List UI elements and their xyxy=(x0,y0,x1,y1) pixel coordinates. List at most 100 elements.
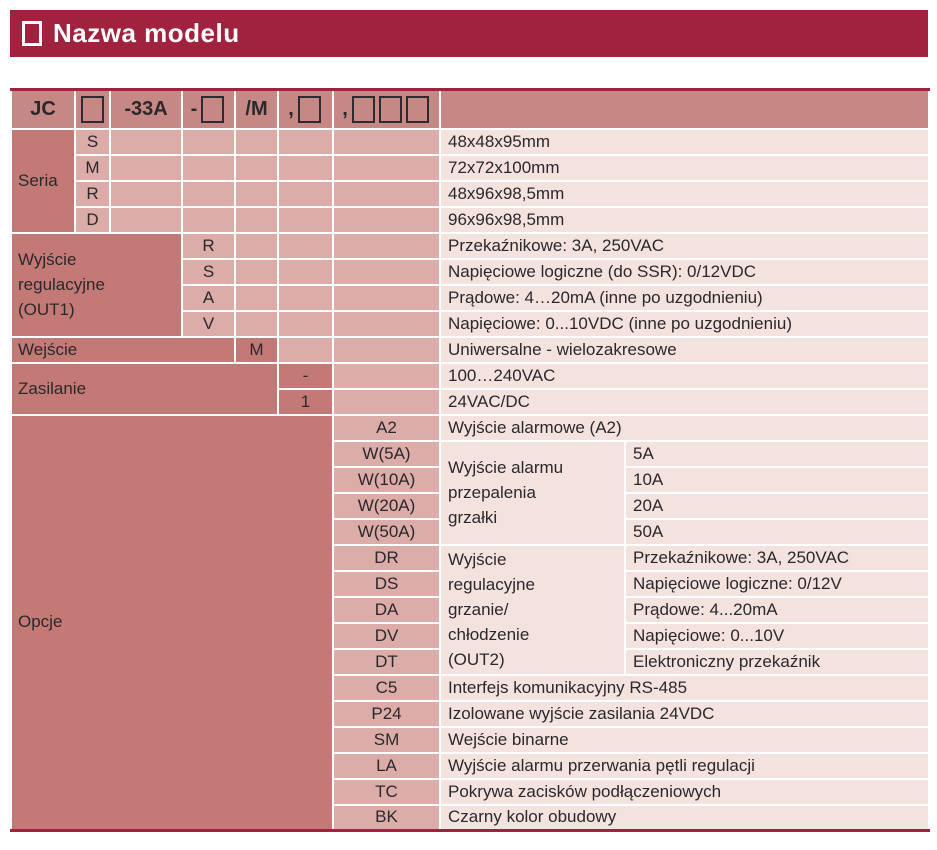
placeholder-box-icon xyxy=(81,95,104,123)
table-row: DV Napięciowe: 0...10V xyxy=(11,621,930,650)
desc-cell: Wejście binarne xyxy=(439,725,930,754)
desc-cell: 96x96x98,5mm xyxy=(439,205,930,234)
d-group-label: Wyjście regulacyjne grzanie/ chłodzenie … xyxy=(439,543,626,676)
empty-cell xyxy=(109,127,183,156)
desc-cell: Napięciowe: 0...10VDC (inne po uzgodnien… xyxy=(439,309,930,338)
label-line: (OUT1) xyxy=(18,300,75,319)
empty-cell xyxy=(332,127,441,156)
opcje-label: Opcje xyxy=(10,413,334,832)
code-cell: DR xyxy=(332,543,441,572)
code-cell: S xyxy=(74,127,111,156)
out1-label: Wyjście regulacyjne (OUT1) xyxy=(10,231,183,338)
desc-cell: Wyjście alarmowe (A2) xyxy=(439,413,930,442)
empty-cell xyxy=(332,309,441,338)
code-cell: 1 xyxy=(277,387,334,416)
code-cell: DS xyxy=(332,569,441,598)
table-row: LA Wyjście alarmu przerwania pętli regul… xyxy=(11,751,930,780)
code-cell: C5 xyxy=(332,673,441,702)
code-cell: S xyxy=(181,257,236,286)
code-cell: SM xyxy=(332,725,441,754)
table-row: S Napięciowe logiczne (do SSR): 0/12VDC xyxy=(11,257,930,286)
desc-cell: 100…240VAC xyxy=(439,361,930,390)
desc-cell: Przekaźnikowe: 3A, 250VAC xyxy=(439,231,930,260)
table-row: W(5A) Wyjście alarmu przepalenia grzałki… xyxy=(11,439,930,546)
table-row: C5 Interfejs komunikacyjny RS-485 xyxy=(11,673,930,702)
label-line: chłodzenie xyxy=(448,625,530,644)
code-cell: BK xyxy=(332,803,441,832)
desc-cell: Prądowe: 4...20mA xyxy=(624,595,930,624)
placeholder-box-icon xyxy=(201,95,225,123)
desc-cell: 48x96x98,5mm xyxy=(439,179,930,208)
code-cell: W(10A) xyxy=(332,465,441,494)
empty-cell xyxy=(109,179,183,208)
table-row: M 72x72x100mm xyxy=(11,153,930,182)
desc-cell: Czarny kolor obudowy xyxy=(439,803,930,832)
empty-cell xyxy=(109,205,183,234)
table-row: V Napięciowe: 0...10VDC (inne po uzgodni… xyxy=(11,309,930,338)
catalog-page: Nazwa modelu JC -33A - /M , , Seria S 48… xyxy=(10,10,930,832)
square-outline-icon xyxy=(22,21,42,46)
code-cell: P24 xyxy=(332,699,441,728)
table-row: Wejście M Uniwersalne - wielozakresowe xyxy=(10,335,930,364)
label-line: Wyjście xyxy=(448,550,507,569)
table-row: D 96x96x98,5mm xyxy=(11,205,930,234)
placeholder-box-icon xyxy=(351,95,375,123)
w-group-label: Wyjście alarmu przepalenia grzałki xyxy=(439,439,626,546)
empty-cell xyxy=(332,257,441,286)
desc-cell: 20A xyxy=(624,491,930,520)
empty-cell xyxy=(181,153,236,182)
dash-separator: - xyxy=(190,97,198,120)
table-row: Seria S 48x48x95mm xyxy=(10,127,930,234)
desc-cell: Przekaźnikowe: 3A, 250VAC xyxy=(624,543,930,572)
code-cell: V xyxy=(181,309,236,338)
desc-cell: 48x48x95mm xyxy=(439,127,930,156)
placeholder-box-icon xyxy=(405,95,429,123)
empty-cell xyxy=(332,387,441,416)
empty-cell xyxy=(277,179,334,208)
label-line: regulacyjne xyxy=(448,575,535,594)
desc-cell: 72x72x100mm xyxy=(439,153,930,182)
desc-cell: Prądowe: 4…20mA (inne po uzgodnieniu) xyxy=(439,283,930,312)
placeholder-box-icon xyxy=(297,95,321,123)
desc-cell: 10A xyxy=(624,465,930,494)
desc-cell: 5A xyxy=(624,439,930,468)
empty-cell xyxy=(277,257,334,286)
empty-cell xyxy=(332,179,441,208)
empty-cell xyxy=(234,179,279,208)
wejscie-label: Wejście xyxy=(10,335,236,364)
empty-cell xyxy=(234,231,279,260)
desc-cell: 50A xyxy=(624,517,930,546)
model-code-table: JC -33A - /M , , Seria S 48x48x95mm M 72… xyxy=(10,88,930,832)
desc-cell: Napięciowe logiczne (do SSR): 0/12VDC xyxy=(439,257,930,286)
empty-cell xyxy=(277,335,334,364)
code-cell: - xyxy=(277,361,334,390)
empty-cell xyxy=(181,205,236,234)
empty-cell xyxy=(234,153,279,182)
code-cell: M xyxy=(234,335,279,364)
model-power-placeholder-cell: , xyxy=(277,88,334,130)
table-row: P24 Izolowane wyjście zasilania 24VDC xyxy=(11,699,930,728)
code-cell: DV xyxy=(332,621,441,650)
empty-cell xyxy=(181,179,236,208)
desc-cell: Elektroniczny przekaźnik xyxy=(624,647,930,676)
table-row: DA Prądowe: 4...20mA xyxy=(11,595,930,624)
empty-cell xyxy=(234,283,279,312)
desc-cell: Interfejs komunikacyjny RS-485 xyxy=(439,673,930,702)
code-cell: R xyxy=(181,231,236,260)
empty-cell xyxy=(234,127,279,156)
code-cell: M xyxy=(74,153,111,182)
code-cell: DT xyxy=(332,647,441,676)
model-body: -33A xyxy=(109,88,183,130)
table-row: Wyjście regulacyjne (OUT1) R Przekaźniko… xyxy=(10,231,930,338)
code-cell: W(5A) xyxy=(332,439,441,468)
label-line: Wyjście alarmu xyxy=(448,458,564,477)
empty-cell xyxy=(277,309,334,338)
table-row: W(10A) 10A xyxy=(11,465,930,494)
empty-cell xyxy=(332,335,441,364)
code-cell: W(20A) xyxy=(332,491,441,520)
desc-cell: Uniwersalne - wielozakresowe xyxy=(439,335,930,364)
empty-cell xyxy=(234,309,279,338)
empty-cell xyxy=(277,127,334,156)
label-line: Wyjście xyxy=(18,250,77,269)
zasilanie-label: Zasilanie xyxy=(10,361,279,416)
